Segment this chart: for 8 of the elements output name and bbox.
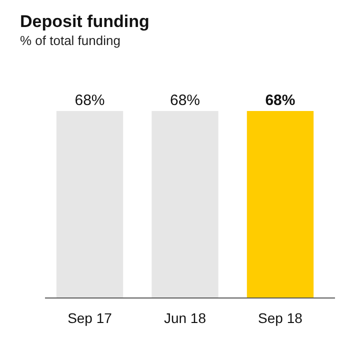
x-tick-label: Jun 18 xyxy=(164,310,206,326)
x-tick-label: Sep 17 xyxy=(68,310,112,326)
chart-title: Deposit funding xyxy=(20,12,150,31)
data-label: 68% xyxy=(74,92,105,109)
x-tick-label: Sep 18 xyxy=(258,310,303,326)
chart-subtitle: % of total funding xyxy=(20,33,120,48)
data-label: 68% xyxy=(265,92,296,109)
data-label: 68% xyxy=(170,92,200,109)
